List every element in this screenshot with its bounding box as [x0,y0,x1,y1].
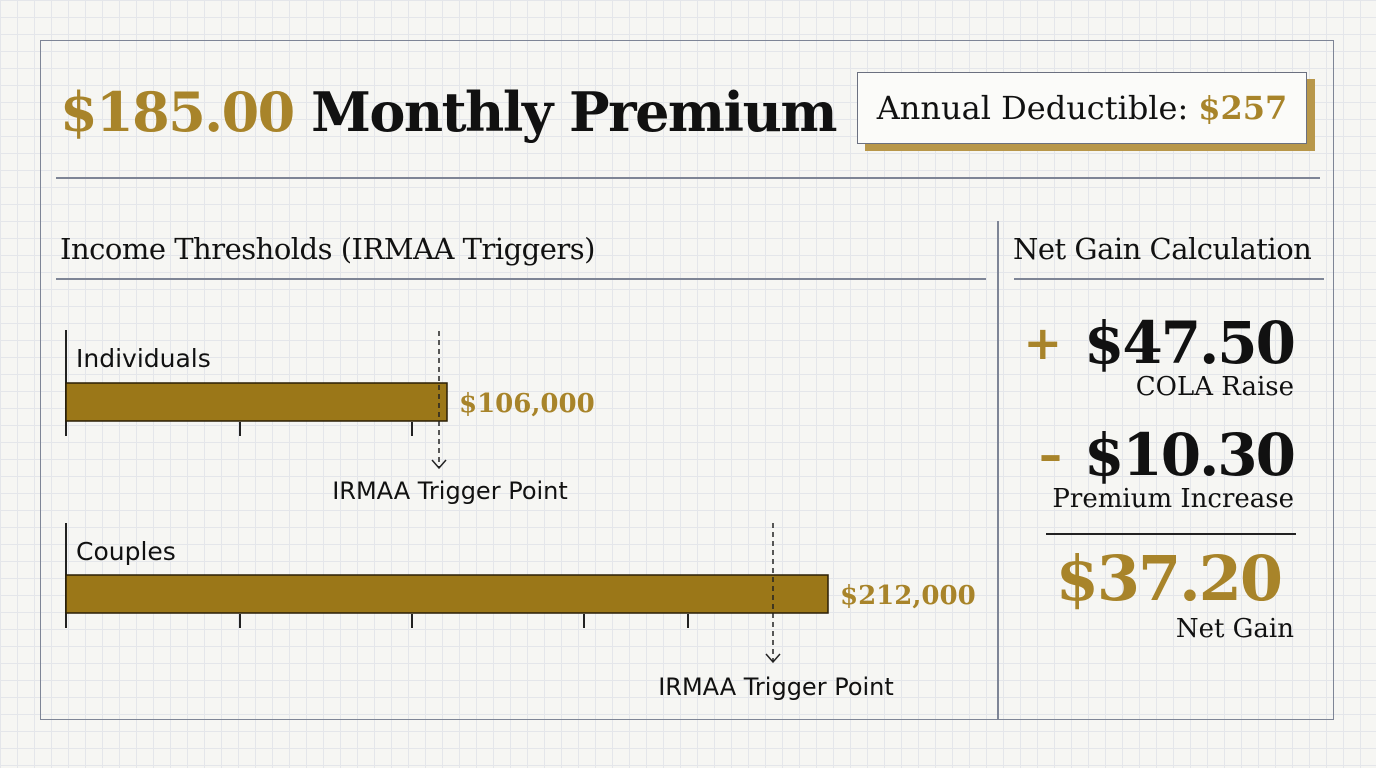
minus-sign: – [1039,428,1063,482]
premium-increase-label: Premium Increase [1052,484,1294,514]
plus-sign: + [1023,316,1063,370]
net-gain-amount: $37.20 [1055,542,1283,615]
individuals-category-label: Individuals [76,344,211,373]
infographic-frame [40,40,1334,720]
page-title: $185.00 Monthly Premium [60,80,837,144]
net-gain-label: Net Gain [1175,614,1294,644]
thresholds-title-underline [56,278,986,280]
individuals-trigger-label: IRMAA Trigger Point [332,477,568,505]
couples-bar [65,574,829,614]
couples-value-label: $212,000 [840,581,976,611]
cola-label: COLA Raise [1135,372,1294,402]
couples-category-label: Couples [76,537,176,566]
deductible-label: Annual Deductible: [876,89,1189,127]
net-gain-title: Net Gain Calculation [1013,232,1312,266]
couples-trigger-label: IRMAA Trigger Point [658,673,894,701]
deductible-value: $257 [1198,89,1288,127]
cola-amount: $47.50 [1084,309,1296,377]
premium-label: Monthly Premium [311,80,837,144]
couples-trigger-arrow-icon [765,653,781,664]
sum-divider [1046,533,1296,535]
premium-increase-amount: $10.30 [1084,421,1296,489]
income-threshold-chart: Individuals $106,000 IRMAA Trigger Point Co… [65,330,976,701]
individuals-value-label: $106,000 [459,389,595,419]
premium-amount: $185.00 [60,80,295,144]
deductible-box: Annual Deductible: $257 [857,72,1307,144]
premium-increase-row: – $10.30 [1039,421,1296,489]
individuals-bar [65,382,448,422]
net-gain-title-underline [1014,278,1324,280]
header-divider [56,177,1320,179]
thresholds-title: Income Thresholds (IRMAA Triggers) [60,232,595,266]
column-divider [997,221,999,720]
cola-row: + $47.50 [1023,309,1296,377]
individuals-trigger-arrow-icon [431,459,447,470]
